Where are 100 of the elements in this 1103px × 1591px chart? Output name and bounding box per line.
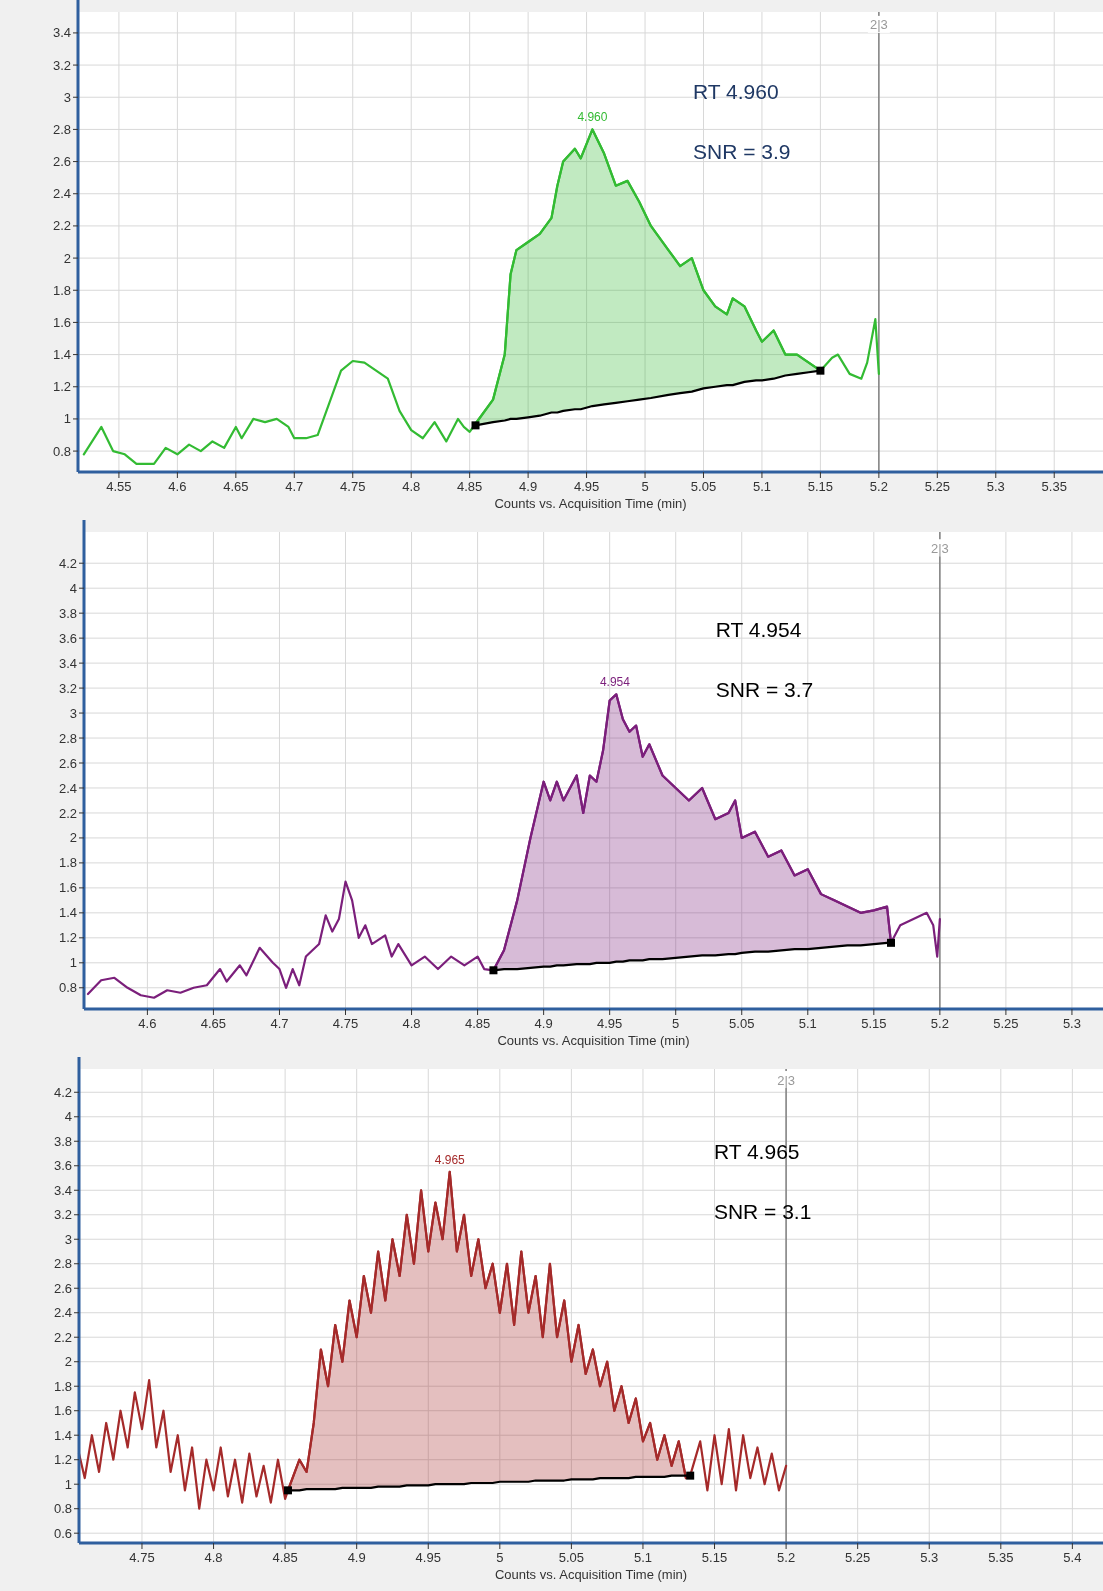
y-tick-label: 1 xyxy=(64,1476,72,1492)
x-tick-label: 5.25 xyxy=(993,1016,1019,1031)
annotation: 2|3 xyxy=(777,1072,796,1088)
y-tick-label: 3.2 xyxy=(58,680,77,696)
y-tick-label: 1.8 xyxy=(58,855,77,871)
y-tick-label: 1 xyxy=(69,955,77,971)
x-tick-label: 4.55 xyxy=(106,479,132,494)
y-tick-label: 1.8 xyxy=(52,282,71,298)
y-tick-label: 2 xyxy=(64,1354,72,1370)
x-tick-label: 4.95 xyxy=(415,1550,441,1565)
x-tick-label: 5.1 xyxy=(752,479,771,494)
x-tick-label: 4.95 xyxy=(573,479,600,494)
x-tick-label: 4.6 xyxy=(138,1016,157,1031)
y-tick-label: 4 xyxy=(69,580,77,596)
x-tick-label: 4.85 xyxy=(272,1550,298,1565)
x-tick-label: 4.9 xyxy=(519,479,538,494)
annotation: 2|3 xyxy=(869,17,888,33)
y-tick-label: 4.2 xyxy=(53,1084,72,1100)
x-tick-label: 5.1 xyxy=(633,1550,652,1565)
x-tick-label: 4.65 xyxy=(200,1016,227,1031)
y-tick-label: 1.6 xyxy=(53,1403,72,1419)
x-tick-label: 5.3 xyxy=(920,1550,939,1565)
x-tick-label: 5.2 xyxy=(930,1016,949,1031)
annotation: 4.954 xyxy=(599,675,631,690)
x-tick-label: 4.9 xyxy=(534,1016,553,1031)
y-tick-label: 3.8 xyxy=(58,605,77,621)
y-tick-label: 4.2 xyxy=(58,555,77,571)
y-tick-label: 3 xyxy=(63,89,71,105)
x-tick-label: 4.65 xyxy=(223,479,249,494)
x-tick-label: 4.7 xyxy=(270,1016,289,1031)
annotation: SNR = 3.9 xyxy=(693,140,791,164)
x-tick-label: 4.95 xyxy=(597,1016,623,1031)
x-tick-label: 4.9 xyxy=(347,1550,366,1565)
x-tick-label: 5.05 xyxy=(729,1016,755,1031)
y-tick-label: 2.4 xyxy=(53,1305,72,1321)
y-tick-label: 1.6 xyxy=(58,880,77,896)
y-tick-label: 2.2 xyxy=(53,1329,72,1345)
y-tick-label: 1.6 xyxy=(52,314,71,330)
y-tick-label: 3.2 xyxy=(52,57,71,73)
y-tick-label: 4 xyxy=(64,1109,72,1125)
annotation: 4.960 xyxy=(577,110,608,125)
annotation: RT 4.960 xyxy=(693,80,779,104)
annotation: 2|3 xyxy=(930,540,949,556)
x-tick-label: 4.85 xyxy=(457,479,483,494)
x-tick-label: 5.3 xyxy=(1062,1016,1081,1031)
y-tick-label: 0.8 xyxy=(58,980,77,996)
y-tick-label: 1.4 xyxy=(58,905,77,921)
y-tick-label: 2 xyxy=(63,250,71,266)
annotation: SNR = 3.1 xyxy=(713,1200,812,1224)
x-tick-label: 5.2 xyxy=(869,479,888,494)
x-tick-label: 4.8 xyxy=(402,479,421,494)
y-tick-label: 1.4 xyxy=(52,347,71,363)
annotation: RT 4.954 xyxy=(715,617,802,641)
y-tick-label: 2.6 xyxy=(53,1280,72,1296)
x-tick-label: 4.75 xyxy=(332,1016,359,1031)
x-tick-label: 5.05 xyxy=(690,479,717,494)
x-axis-title: Counts vs. Acquisition Time (min) xyxy=(497,1033,690,1048)
annotation: 4.965 xyxy=(434,1152,466,1167)
y-tick-label: 3 xyxy=(69,705,77,721)
x-tick-label: 5.4 xyxy=(1063,1550,1082,1565)
x-tick-label: 5.25 xyxy=(845,1550,871,1565)
y-tick-label: 1.2 xyxy=(53,1452,72,1468)
y-tick-label: 3.6 xyxy=(58,630,77,646)
y-tick-label: 3.2 xyxy=(53,1207,72,1223)
y-tick-label: 0.6 xyxy=(53,1525,72,1541)
y-tick-label: 1.2 xyxy=(52,379,71,395)
x-tick-label: 5 xyxy=(496,1550,504,1565)
y-tick-label: 0.8 xyxy=(53,1501,72,1517)
y-tick-label: 3.4 xyxy=(53,1182,72,1198)
x-tick-label: 4.6 xyxy=(168,479,187,494)
x-tick-label: 5.3 xyxy=(986,479,1005,494)
y-tick-label: 1.4 xyxy=(53,1427,72,1443)
annotation: RT 4.965 xyxy=(713,1140,800,1164)
x-tick-label: 5.25 xyxy=(924,479,950,494)
x-axis-title: Counts vs. Acquisition Time (min) xyxy=(494,496,687,511)
y-tick-label: 3.4 xyxy=(52,25,71,41)
y-tick-label: 3 xyxy=(64,1231,72,1247)
x-tick-label: 5.35 xyxy=(988,1550,1014,1565)
y-tick-label: 3.4 xyxy=(58,655,77,671)
y-tick-label: 2.6 xyxy=(58,755,77,771)
x-tick-label: 5.15 xyxy=(701,1550,728,1565)
x-tick-label: 4.85 xyxy=(464,1016,491,1031)
x-tick-label: 5.2 xyxy=(777,1550,796,1565)
y-tick-label: 2 xyxy=(69,830,77,846)
x-tick-label: 5.1 xyxy=(798,1016,817,1031)
y-tick-label: 2.6 xyxy=(52,154,71,170)
x-tick-label: 5.05 xyxy=(558,1550,585,1565)
x-tick-label: 5 xyxy=(641,479,649,494)
x-tick-label: 4.75 xyxy=(129,1550,155,1565)
y-tick-label: 3.6 xyxy=(53,1158,72,1174)
y-tick-label: 3.8 xyxy=(53,1133,72,1149)
x-tick-label: 4.8 xyxy=(402,1016,421,1031)
y-tick-label: 0.8 xyxy=(52,443,71,459)
y-tick-label: 1.2 xyxy=(58,930,77,946)
y-tick-label: 1 xyxy=(63,411,71,427)
x-tick-label: 5 xyxy=(672,1016,680,1031)
y-tick-label: 2.8 xyxy=(58,730,77,746)
y-tick-label: 2.4 xyxy=(52,186,71,202)
y-tick-label: 2.8 xyxy=(53,1256,72,1272)
x-tick-label: 4.7 xyxy=(285,479,304,494)
